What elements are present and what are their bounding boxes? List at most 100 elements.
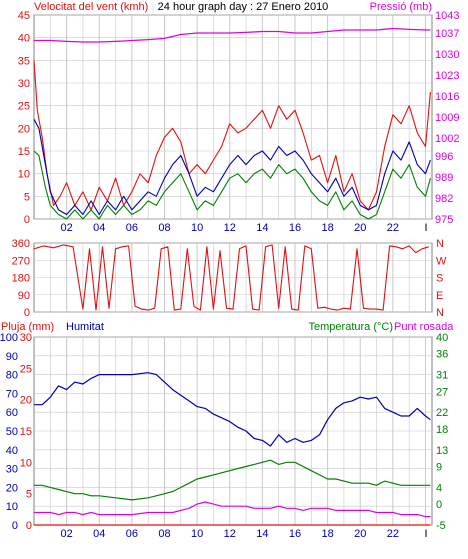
temp-ytick--5: -5	[436, 520, 446, 532]
direction-compass-2: S	[436, 273, 443, 285]
wind-xtick-end: I	[424, 222, 427, 234]
climate-xtick-12: 12	[224, 528, 236, 540]
pressure-ytick-989: 989	[435, 172, 453, 184]
wind-xtick-12: 12	[224, 222, 236, 234]
rain-ytick-30: 30	[20, 332, 32, 344]
wind-xtick-18: 18	[321, 222, 333, 234]
wind-ytick-5: 5	[24, 191, 30, 203]
series-gust-line	[33, 60, 431, 211]
pressure-ytick-1023: 1023	[435, 70, 459, 82]
pressure-ytick-1016: 1016	[435, 91, 459, 103]
humidity-ytick-10: 10	[6, 501, 18, 513]
direction-compass-1: W	[436, 255, 447, 267]
wind-xtick-04: 04	[93, 222, 105, 234]
direction-ytick-180: 180	[12, 273, 30, 285]
climate-xtick-02: 02	[60, 528, 72, 540]
pressure-ytick-975: 975	[435, 214, 453, 226]
climate-xtick-16: 16	[289, 528, 301, 540]
wind-ytick-40: 40	[18, 33, 30, 45]
wind-ytick-45: 45	[18, 10, 30, 22]
wind-ytick-15: 15	[18, 146, 30, 158]
humidity-axis-label: Humitat	[66, 321, 104, 333]
humidity-ytick-50: 50	[6, 426, 18, 438]
temp-ytick-31: 31	[436, 370, 448, 382]
climate-xtick-04: 04	[93, 528, 105, 540]
temp-ytick-4: 4	[436, 482, 442, 494]
temp-ytick-27: 27	[436, 386, 448, 398]
humidity-ytick-20: 20	[6, 482, 18, 494]
direction-ytick-360: 360	[12, 238, 30, 250]
rain-ytick-10: 10	[20, 457, 32, 469]
climate-xtick-06: 06	[126, 528, 138, 540]
temp-ytick-18: 18	[436, 424, 448, 436]
temp-ytick-0: 0	[436, 499, 442, 511]
wind-ytick-30: 30	[18, 78, 30, 90]
wind-xtick-02: 02	[60, 222, 72, 234]
dewpoint-axis-label: Punt rosada	[394, 321, 454, 333]
pressure-axis-label: Pressió (mb)	[370, 1, 432, 13]
climate-xtick-20: 20	[354, 528, 366, 540]
climate-xtick-end: I	[424, 528, 427, 540]
series-direction-line	[33, 244, 429, 311]
humidity-ytick-70: 70	[6, 388, 18, 400]
direction-ytick-270: 270	[12, 255, 30, 267]
rain-ytick-5: 5	[26, 489, 32, 501]
series-punt-rosada-line	[34, 501, 431, 518]
climate-xtick-22: 22	[387, 528, 399, 540]
pressure-ytick-996: 996	[435, 151, 453, 163]
rain-axis-label: Pluja (mm)	[1, 321, 54, 333]
wind-xtick-16: 16	[289, 222, 301, 234]
direction-ytick-0: 0	[24, 307, 30, 319]
wind-xtick-20: 20	[354, 222, 366, 234]
pressure-ytick-1002: 1002	[435, 133, 459, 145]
wind-ytick-0: 0	[24, 214, 30, 226]
temp-ytick-13: 13	[436, 445, 448, 457]
humidity-ytick-40: 40	[6, 445, 18, 457]
climate-xtick-10: 10	[191, 528, 203, 540]
humidity-ytick-0: 0	[12, 520, 18, 532]
pressure-ytick-1043: 1043	[435, 10, 459, 22]
temp-ytick-9: 9	[436, 462, 442, 474]
humidity-ytick-30: 30	[6, 464, 18, 476]
pressure-ytick-1030: 1030	[435, 49, 459, 61]
series-pressi--line	[34, 27, 431, 43]
rain-ytick-0: 0	[26, 520, 32, 532]
chart-title: 24 hour graph day : 27 Enero 2010	[158, 1, 329, 13]
series-temperatura-line	[34, 459, 431, 501]
pressure-ytick-982: 982	[435, 193, 453, 205]
wind-ytick-25: 25	[18, 101, 30, 113]
temp-ytick-36: 36	[436, 349, 448, 361]
direction-compass-4: N	[436, 307, 444, 319]
wind-plot-frame	[33, 14, 433, 220]
series-average-line	[33, 119, 431, 216]
rain-ytick-15: 15	[20, 426, 32, 438]
wind-ytick-10: 10	[18, 169, 30, 181]
direction-ytick-90: 90	[18, 290, 30, 302]
wind-xtick-10: 10	[191, 222, 203, 234]
pressure-ytick-1009: 1009	[435, 112, 459, 124]
wind-xtick-08: 08	[158, 222, 170, 234]
temp-ytick-22: 22	[436, 407, 448, 419]
wind-ytick-20: 20	[18, 123, 30, 135]
climate-xtick-18: 18	[321, 528, 333, 540]
series-humitat-line	[34, 372, 431, 447]
temp-ytick-40: 40	[436, 332, 448, 344]
humidity-ytick-80: 80	[6, 370, 18, 382]
climate-xtick-08: 08	[158, 528, 170, 540]
pressure-ytick-1037: 1037	[435, 28, 459, 40]
direction-compass-3: E	[436, 290, 443, 302]
humidity-ytick-90: 90	[6, 351, 18, 363]
rain-ytick-20: 20	[20, 395, 32, 407]
direction-compass-0: N	[436, 238, 444, 250]
wind-axis-label: Velocitat del vent (kmh)	[34, 1, 148, 13]
climate-xtick-14: 14	[256, 528, 268, 540]
humidity-ytick-60: 60	[6, 407, 18, 419]
temperature-axis-label: Temperatura (°C)	[309, 321, 393, 333]
wind-xtick-14: 14	[256, 222, 268, 234]
wind-ytick-35: 35	[18, 55, 30, 67]
series-min-line	[33, 150, 431, 220]
wind-xtick-06: 06	[126, 222, 138, 234]
wind-xtick-22: 22	[387, 222, 399, 234]
rain-ytick-25: 25	[20, 363, 32, 375]
